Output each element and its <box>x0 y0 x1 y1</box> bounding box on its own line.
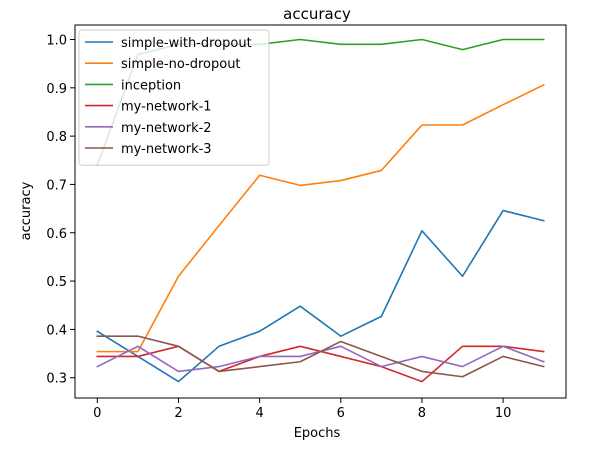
x-tick-label: 8 <box>418 406 426 421</box>
chart-title: accuracy <box>283 5 351 23</box>
y-axis-label: accuracy <box>19 181 34 240</box>
x-axis-label: Epochs <box>294 426 341 441</box>
legend-label: simple-with-dropout <box>121 36 252 51</box>
y-tick-label: 0.6 <box>46 227 67 242</box>
legend-label: my-network-2 <box>121 121 212 136</box>
x-tick-label: 10 <box>495 406 512 421</box>
legend-label: inception <box>121 78 181 93</box>
y-tick-label: 1.0 <box>46 33 67 48</box>
y-tick-label: 0.9 <box>46 82 67 97</box>
y-tick-label: 0.5 <box>46 275 67 290</box>
y-tick-label: 0.8 <box>46 130 67 145</box>
legend: simple-with-dropout simple-no-dropout ince… <box>79 30 269 165</box>
y-tick-label: 0.4 <box>46 323 67 338</box>
x-tick-label: 4 <box>255 406 263 421</box>
x-tick-label: 2 <box>174 406 182 421</box>
legend-label: my-network-3 <box>121 142 212 157</box>
legend-label: my-network-1 <box>121 100 212 115</box>
y-tick-label: 0.7 <box>46 178 67 193</box>
y-tick-label: 0.3 <box>46 372 67 387</box>
x-tick-label: 0 <box>93 406 101 421</box>
legend-label: simple-no-dropout <box>121 57 241 72</box>
x-tick-label: 6 <box>337 406 345 421</box>
